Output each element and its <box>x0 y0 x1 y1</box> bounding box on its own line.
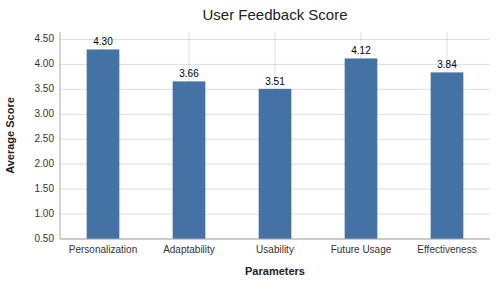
bar <box>173 81 206 239</box>
data-label: 3.51 <box>265 76 285 87</box>
y-tick-label: 2.50 <box>35 133 55 144</box>
y-tick-label: 3.50 <box>35 83 55 94</box>
data-labels: 4.30 3.66 3.51 4.12 3.84 <box>93 36 457 86</box>
chart-container: 0.50 1.00 1.50 2.00 2.50 3.00 3.50 4.00 4.50 Pers… <box>0 0 500 283</box>
y-tick-label: 4.00 <box>35 58 55 69</box>
x-tick-label: Usability <box>256 244 294 255</box>
bar <box>431 72 464 239</box>
y-tick-label: 2.00 <box>35 158 55 169</box>
x-tick-label: Adaptability <box>163 244 215 255</box>
bars <box>87 49 464 239</box>
bar <box>345 58 378 239</box>
y-tick-label: 3.00 <box>35 108 55 119</box>
x-axis: Personalization Adaptability Usability Futu… <box>69 244 477 255</box>
background <box>0 0 500 283</box>
bar <box>87 49 120 239</box>
x-axis-line <box>60 239 490 240</box>
y-tick-label: 1.00 <box>35 208 55 219</box>
y-axis-label: Average Score <box>4 97 16 174</box>
y-axis-line <box>60 32 61 239</box>
data-label: 3.66 <box>179 68 199 79</box>
y-tick-label: 4.50 <box>35 33 55 44</box>
x-tick-label: Effectiveness <box>417 244 476 255</box>
y-tick-label: 0.50 <box>35 233 55 244</box>
y-tick-label: 1.50 <box>35 183 55 194</box>
y-grid-line <box>60 239 490 240</box>
title: User Feedback Score <box>202 6 347 23</box>
y-axis: 0.50 1.00 1.50 2.00 2.50 3.00 3.50 4.00 4.50 <box>35 33 55 244</box>
grid <box>60 32 490 239</box>
x-axis-label: Parameters <box>245 265 305 277</box>
chart: 0.50 1.00 1.50 2.00 2.50 3.00 3.50 4.00 4.50 Pers… <box>0 0 500 283</box>
data-label: 4.12 <box>351 45 371 56</box>
x-tick-label: Future Usage <box>331 244 392 255</box>
data-label: 3.84 <box>437 59 457 70</box>
bar <box>259 89 292 239</box>
data-label: 4.30 <box>93 36 113 47</box>
x-tick-label: Personalization <box>69 244 137 255</box>
